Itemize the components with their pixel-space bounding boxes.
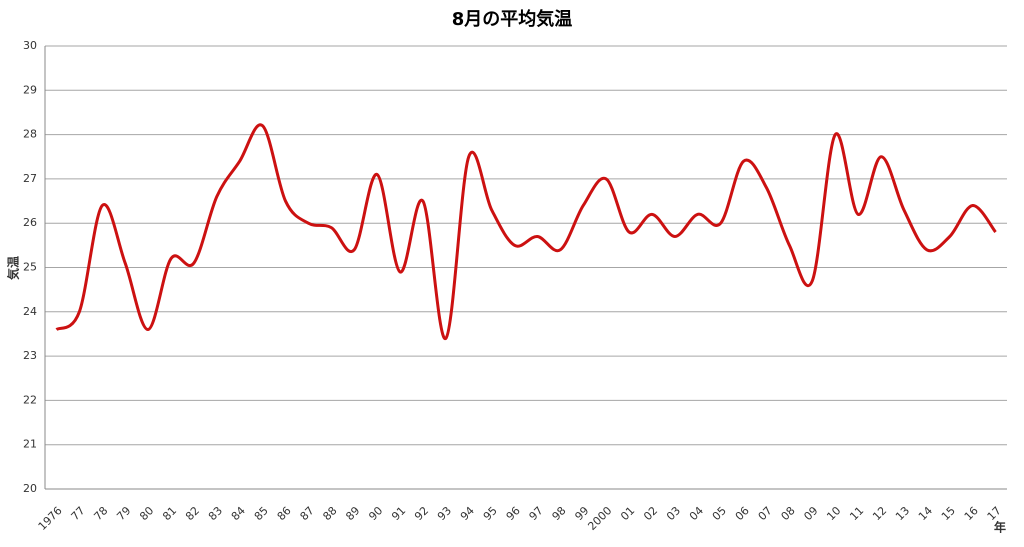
chart-title: 8月の平均気温	[452, 8, 573, 30]
x-tick-label: 04	[687, 504, 706, 523]
x-tick-label: 1976	[36, 504, 65, 533]
y-tick-label: 28	[23, 128, 37, 141]
y-tick-label: 23	[23, 349, 37, 362]
y-tick-label: 29	[23, 83, 37, 96]
x-tick-label: 96	[504, 504, 523, 523]
x-tick-label: 03	[664, 504, 683, 523]
x-tick-label: 79	[114, 504, 133, 523]
x-tick-label: 09	[801, 504, 820, 523]
y-tick-label: 21	[23, 438, 37, 451]
x-tick-label: 88	[320, 504, 339, 523]
y-tick-label: 30	[23, 39, 37, 52]
y-tick-label: 24	[23, 305, 37, 318]
x-tick-label: 89	[343, 504, 362, 523]
x-tick-label: 16	[962, 504, 981, 523]
x-tick-label: 77	[69, 504, 88, 523]
series-line	[55, 123, 997, 340]
x-tick-label: 01	[618, 504, 637, 523]
x-tick-label: 87	[298, 504, 317, 523]
x-tick-label: 13	[893, 504, 912, 523]
y-tick-label: 27	[23, 172, 37, 185]
x-tick-label: 93	[435, 504, 454, 523]
x-tick-label: 82	[183, 504, 202, 523]
y-tick-label: 22	[23, 393, 37, 406]
x-tick-label: 86	[275, 504, 294, 523]
y-tick-label: 20	[23, 482, 37, 495]
x-tick-label: 02	[641, 504, 660, 523]
x-tick-label: 78	[91, 504, 110, 523]
x-tick-label: 83	[206, 504, 225, 523]
y-tick-label: 26	[23, 216, 37, 229]
x-tick-label: 91	[389, 504, 408, 523]
x-tick-label: 95	[481, 504, 500, 523]
x-tick-label: 05	[710, 504, 729, 523]
x-tick-label: 92	[412, 504, 431, 523]
y-tick-label: 25	[23, 261, 37, 274]
x-tick-label: 97	[527, 504, 546, 523]
x-tick-label: 10	[824, 504, 843, 523]
x-tick-label: 2000	[585, 504, 614, 533]
x-tick-label: 07	[756, 504, 775, 523]
x-tick-label: 84	[229, 504, 248, 523]
x-tick-label: 98	[550, 504, 569, 523]
x-tick-label: 81	[160, 504, 179, 523]
x-tick-label: 80	[137, 504, 156, 523]
x-axis-label: 年	[994, 520, 1006, 535]
y-axis-label: 気温	[6, 256, 21, 280]
x-tick-label: 94	[458, 504, 477, 523]
x-tick-label: 14	[916, 504, 935, 523]
x-tick-label: 06	[733, 504, 752, 523]
x-tick-label: 15	[939, 504, 958, 523]
x-tick-label: 08	[779, 504, 798, 523]
x-tick-label: 90	[366, 504, 385, 523]
x-tick-label: 12	[870, 504, 889, 523]
x-tick-label: 85	[252, 504, 271, 523]
x-tick-label: 11	[847, 504, 866, 523]
